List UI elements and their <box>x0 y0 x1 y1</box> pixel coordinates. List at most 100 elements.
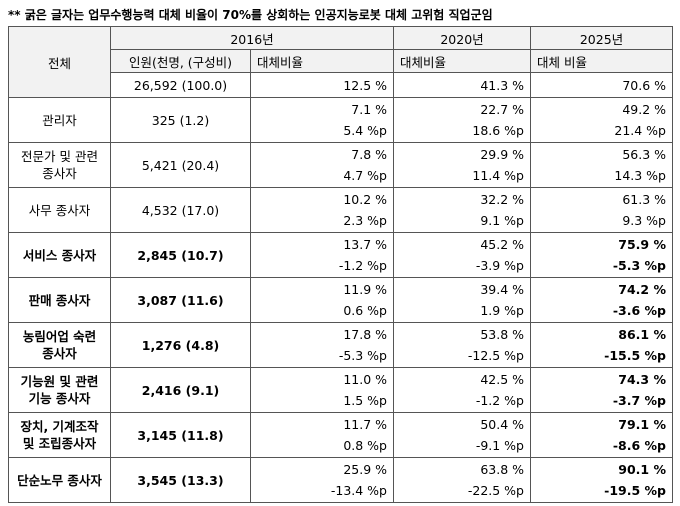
rate-cell: 12.5 % <box>250 72 394 98</box>
category-row: 기능원 및 관련 기능 종사자 2,416 (9.1) 11.0 % 1.5 %p 42… <box>8 367 673 413</box>
rate: 63.8 % <box>480 462 524 477</box>
population-cell: 325 (1.2) <box>110 97 251 143</box>
change: -22.5 %p <box>467 483 524 498</box>
value-cell: 45.2 % -3.9 %p <box>393 232 531 278</box>
value-cell: 56.3 % 14.3 %p <box>530 142 673 188</box>
occupation-name: 서비스 종사자 <box>8 232 111 278</box>
total-row: 26,592 (100.0) 12.5 % 41.3 % 70.6 % <box>9 72 673 98</box>
subheader: 대체비율 <box>393 49 531 73</box>
change: 0.6 %p <box>343 303 387 318</box>
population-cell: 26,592 (100.0) <box>110 72 251 98</box>
rate-cell: 70.6 % <box>530 72 673 98</box>
value-cell: 17.8 % -5.3 %p <box>250 322 394 368</box>
category-row: 관리자 325 (1.2) 7.1 % 5.4 %p 22.7 % 18.6 %p 49.2… <box>8 97 673 143</box>
rate: 39.4 % <box>480 282 524 297</box>
rate: 11.9 % <box>343 282 387 297</box>
value-cell: 42.5 % -1.2 %p <box>393 367 531 413</box>
rate: 42.5 % <box>480 372 524 387</box>
rate: 17.8 % <box>343 327 387 342</box>
rate: 10.2 % <box>343 192 387 207</box>
rate: 7.8 % <box>351 147 387 162</box>
value-cell: 86.1 % -15.5 %p <box>530 322 673 368</box>
population-cell: 1,276 (4.8) <box>110 322 251 368</box>
value-cell: 11.7 % 0.8 %p <box>250 412 394 458</box>
occupation-name: 단순노무 종사자 <box>8 457 111 503</box>
value-cell: 32.2 % 9.1 %p <box>393 187 531 233</box>
table-body: 전체 2016년 2020년 2025년 인원(천명, (구성비) 대체비율 대체비율 대체 … <box>8 26 673 503</box>
value-cell: 25.9 % -13.4 %p <box>250 457 394 503</box>
change: 2.3 %p <box>343 213 387 228</box>
rate: 56.3 % <box>622 147 666 162</box>
category-row: 판매 종사자 3,087 (11.6) 11.9 % 0.6 %p 39.4 % 1.9 … <box>8 277 673 323</box>
rate-cell: 41.3 % <box>393 72 531 98</box>
occupation-name: 기능원 및 관련 기능 종사자 <box>8 367 111 413</box>
year-header: 2025년 <box>530 26 673 50</box>
value-cell: 11.0 % 1.5 %p <box>250 367 394 413</box>
rate: 11.7 % <box>343 417 387 432</box>
subheader-row: 인원(천명, (구성비) 대체비율 대체비율 대체 비율 <box>9 49 673 73</box>
rate: 90.1 % <box>618 462 666 477</box>
value-cell: 10.2 % 2.3 %p <box>250 187 394 233</box>
change: -19.5 %p <box>604 483 666 498</box>
change: -9.1 %p <box>475 438 524 453</box>
population-cell: 3,087 (11.6) <box>110 277 251 323</box>
category-row: 단순노무 종사자 3,545 (13.3) 25.9 % -13.4 %p 63.8 %… <box>8 457 673 503</box>
occupation-name: 농림어업 숙련 종사자 <box>8 322 111 368</box>
rate: 25.9 % <box>343 462 387 477</box>
change: 11.4 %p <box>472 168 524 183</box>
value-cell: 63.8 % -22.5 %p <box>393 457 531 503</box>
rate: 29.9 % <box>480 147 524 162</box>
change: -12.5 %p <box>467 348 524 363</box>
change: 9.3 %p <box>622 213 666 228</box>
change: 9.1 %p <box>480 213 524 228</box>
corner-cell: 전체 <box>8 26 111 98</box>
occupation-name: 사무 종사자 <box>8 187 111 233</box>
rate: 79.1 % <box>618 417 666 432</box>
rate: 11.0 % <box>343 372 387 387</box>
category-row: 장치, 기계조작 및 조립종사자 3,145 (11.8) 11.7 % 0.8 %p… <box>8 412 673 458</box>
change: 14.3 %p <box>614 168 666 183</box>
subheader: 대체비율 <box>250 49 394 73</box>
year-header: 2020년 <box>393 26 531 50</box>
rate: 61.3 % <box>622 192 666 207</box>
rate: 74.3 % <box>618 372 666 387</box>
value-cell: 7.1 % 5.4 %p <box>250 97 394 143</box>
rate: 22.7 % <box>480 102 524 117</box>
value-cell: 79.1 % -8.6 %p <box>530 412 673 458</box>
change: -5.3 %p <box>338 348 387 363</box>
rate: 86.1 % <box>618 327 666 342</box>
rate: 32.2 % <box>480 192 524 207</box>
population-cell: 4,532 (17.0) <box>110 187 251 233</box>
change: -3.6 %p <box>612 303 666 318</box>
value-cell: 74.3 % -3.7 %p <box>530 367 673 413</box>
change: -8.6 %p <box>612 438 666 453</box>
population-cell: 2,845 (10.7) <box>110 232 251 278</box>
value-cell: 22.7 % 18.6 %p <box>393 97 531 143</box>
population-cell: 3,545 (13.3) <box>110 457 251 503</box>
category-row: 농림어업 숙련 종사자 1,276 (4.8) 17.8 % -5.3 %p 53.8 … <box>8 322 673 368</box>
occupation-name: 판매 종사자 <box>8 277 111 323</box>
note: ** 굵은 글자는 업무수행능력 대체 비율이 70%를 상회하는 인공지능로봇… <box>8 8 493 22</box>
subheader: 인원(천명, (구성비) <box>110 49 251 73</box>
rate: 75.9 % <box>618 237 666 252</box>
value-cell: 75.9 % -5.3 %p <box>530 232 673 278</box>
value-cell: 74.2 % -3.6 %p <box>530 277 673 323</box>
value-cell: 49.2 % 21.4 %p <box>530 97 673 143</box>
rate: 50.4 % <box>480 417 524 432</box>
occupation-name: 전문가 및 관련 종사자 <box>8 142 111 188</box>
value-cell: 11.9 % 0.6 %p <box>250 277 394 323</box>
rate: 45.2 % <box>480 237 524 252</box>
change: 1.5 %p <box>343 393 387 408</box>
change: 21.4 %p <box>614 123 666 138</box>
change: 4.7 %p <box>343 168 387 183</box>
change: 1.9 %p <box>480 303 524 318</box>
change: -13.4 %p <box>330 483 387 498</box>
change: -1.2 %p <box>338 258 387 273</box>
data-table: 전체 2016년 2020년 2025년 인원(천명, (구성비) 대체비율 대체비율 대체 … <box>8 26 673 503</box>
change: -15.5 %p <box>604 348 666 363</box>
rate: 74.2 % <box>618 282 666 297</box>
occupation-name: 장치, 기계조작 및 조립종사자 <box>8 412 111 458</box>
change: 18.6 %p <box>472 123 524 138</box>
population-cell: 2,416 (9.1) <box>110 367 251 413</box>
rate: 53.8 % <box>480 327 524 342</box>
